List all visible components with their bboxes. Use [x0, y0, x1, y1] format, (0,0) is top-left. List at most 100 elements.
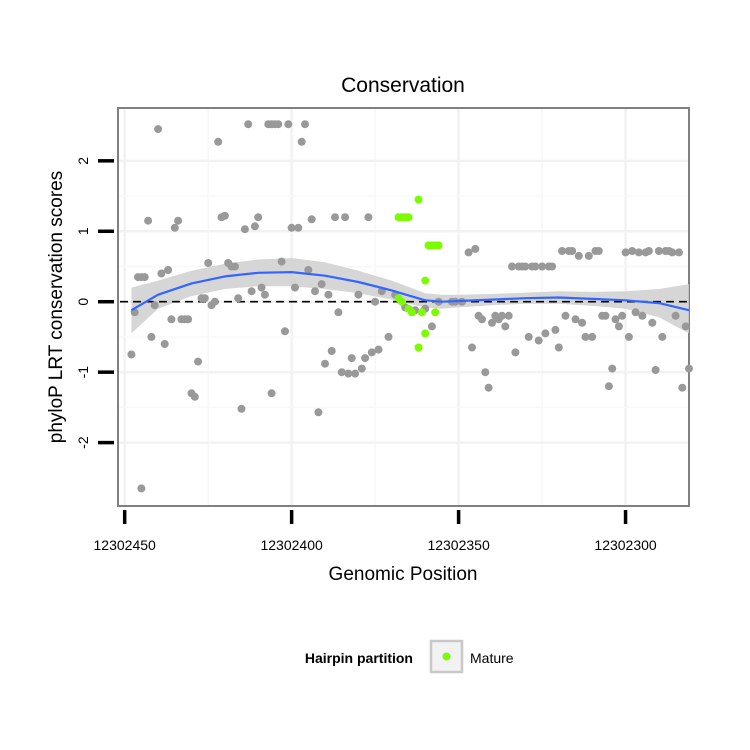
point-51	[291, 283, 299, 292]
point-54	[301, 120, 309, 129]
legend-key-mature-dot	[442, 652, 451, 661]
point-15	[174, 216, 183, 225]
point-0	[127, 350, 136, 359]
point-37	[247, 287, 256, 296]
point-27	[214, 137, 223, 146]
point-140	[638, 311, 647, 320]
point-125	[588, 332, 597, 341]
point-39	[254, 213, 263, 222]
mature-point-0	[414, 195, 423, 204]
point-50	[287, 223, 296, 232]
point-138	[631, 308, 640, 317]
point-62	[327, 347, 336, 355]
legend: Hairpin partition Mature	[305, 639, 514, 674]
mature-point-11	[397, 297, 406, 306]
point-152	[678, 383, 687, 392]
point-18	[184, 315, 193, 324]
mature-point-16	[421, 329, 430, 338]
point-124	[584, 251, 593, 260]
point-72	[361, 354, 370, 363]
point-78	[384, 332, 393, 341]
point-121	[574, 251, 583, 260]
point-66	[341, 213, 350, 222]
point-41	[260, 290, 269, 299]
point-34	[237, 404, 246, 413]
point-101	[508, 262, 516, 271]
chart-title: Conservation	[341, 74, 465, 97]
mature-point-4	[394, 213, 403, 222]
point-137	[628, 247, 637, 255]
point-127	[594, 247, 603, 255]
point-73	[364, 213, 373, 222]
point-6	[144, 216, 153, 225]
point-32	[230, 262, 239, 271]
point-75	[371, 297, 380, 306]
point-95	[488, 318, 496, 327]
point-132	[611, 315, 620, 324]
point-120	[571, 315, 580, 324]
point-69	[351, 369, 360, 378]
point-117	[561, 311, 570, 320]
point-135	[621, 248, 630, 257]
x-tick-label-3: 12302300	[594, 537, 657, 553]
point-144	[651, 366, 660, 374]
point-46	[274, 120, 283, 129]
legend-label-mature: Mature	[470, 650, 514, 666]
point-68	[347, 354, 356, 363]
point-76	[374, 345, 383, 354]
point-55	[304, 266, 313, 274]
point-93	[481, 368, 490, 377]
point-13	[167, 315, 176, 324]
point-74	[367, 348, 376, 357]
point-122	[578, 318, 587, 327]
point-14	[170, 223, 179, 232]
point-49	[284, 120, 293, 129]
legend-title: Hairpin partition	[305, 650, 413, 666]
point-38	[250, 222, 259, 231]
point-58	[314, 408, 323, 417]
point-142	[644, 247, 653, 255]
point-8	[150, 301, 159, 310]
point-133	[614, 322, 623, 331]
point-110	[538, 262, 547, 271]
point-70	[354, 290, 363, 299]
point-83	[427, 322, 436, 331]
point-153	[681, 322, 690, 331]
point-64	[334, 308, 343, 317]
point-108	[531, 262, 540, 271]
point-149	[668, 248, 677, 257]
data-points	[127, 120, 693, 493]
point-47	[277, 257, 286, 266]
mature-point-8	[434, 241, 443, 250]
point-131	[608, 364, 617, 373]
point-123	[581, 332, 590, 341]
point-136	[624, 332, 633, 341]
x-tick-label-0: 12302450	[94, 537, 157, 553]
point-65	[337, 368, 346, 377]
point-29	[220, 211, 229, 220]
point-4	[140, 273, 149, 282]
y-axis: -2 -1 0 1 2	[75, 157, 114, 449]
y-tick-label-3: 1	[75, 227, 91, 235]
x-tick-label-1: 12302400	[260, 537, 323, 553]
point-11	[160, 340, 169, 348]
point-151	[675, 248, 683, 257]
point-106	[524, 332, 533, 341]
x-axis-title: Genomic Position	[329, 564, 478, 585]
point-100	[504, 311, 513, 320]
y-tick-label-0: -2	[75, 436, 91, 449]
point-92	[478, 315, 486, 324]
y-tick-label-4: 2	[75, 157, 91, 165]
x-tick-label-2: 12302350	[427, 537, 490, 553]
point-67	[344, 369, 353, 378]
point-5	[137, 484, 146, 493]
point-146	[658, 332, 667, 341]
point-154	[685, 364, 693, 373]
point-36	[244, 120, 253, 129]
point-150	[671, 311, 680, 320]
y-tick-label-1: -1	[75, 366, 91, 379]
point-99	[501, 322, 510, 331]
point-89	[468, 343, 476, 352]
point-48	[281, 327, 289, 336]
mature-point-9	[421, 276, 430, 285]
